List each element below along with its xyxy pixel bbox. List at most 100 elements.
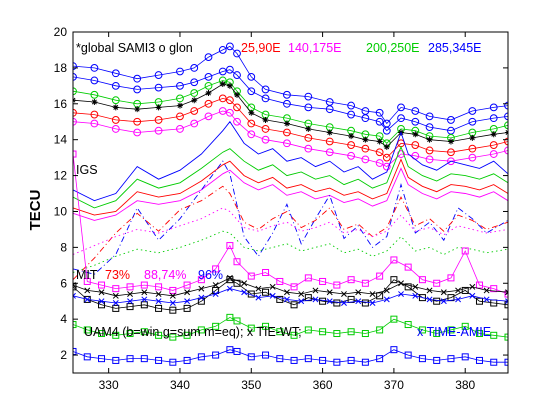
series-14-point-26 (433, 279, 441, 287)
series-14-point-18 (319, 277, 327, 285)
series-16-point-4 (127, 291, 134, 297)
series-14-point-30 (490, 285, 498, 293)
series-17-point-8 (184, 298, 191, 305)
series-0-point-16 (347, 101, 356, 110)
series-0-point-26 (504, 101, 508, 110)
uam4-label: UAM4 (b=win g=sum m=eq); x TIE-WT; (84, 325, 302, 339)
series-5-point-1 (90, 119, 99, 128)
series-18-point-19 (333, 330, 341, 338)
series-1-point-7 (204, 72, 213, 81)
series-4-point-3 (133, 117, 142, 126)
series-15-point-23 (390, 276, 398, 284)
series-19-point-25 (418, 355, 426, 363)
series-4-point-8 (218, 94, 227, 103)
series-3-point-13 (283, 120, 290, 127)
series-18-point-22 (376, 326, 384, 334)
series-19-point-29 (475, 356, 483, 364)
series-19-point-3 (112, 356, 120, 364)
series-19-point-13 (247, 353, 255, 361)
series-2-point-6 (190, 89, 199, 97)
series-17-point-14 (269, 292, 276, 299)
series-4-point-6 (190, 107, 199, 115)
series-19-point-23 (390, 346, 398, 354)
series-0-point-0 (73, 62, 77, 70)
series-14-point-13 (247, 272, 255, 280)
series-15-point-6 (155, 304, 163, 312)
series-16-point-12 (241, 280, 248, 287)
series-0-point-24 (468, 107, 477, 115)
series-16-point-18 (326, 289, 333, 296)
series-5-point-17 (361, 155, 370, 164)
series-3-point-21 (412, 131, 419, 138)
series-4-point-17 (361, 144, 370, 153)
series-16-point-15 (283, 289, 290, 296)
series-15-point-26 (433, 297, 441, 305)
series-14-point-6 (155, 283, 163, 291)
series-1-point-15 (325, 105, 334, 114)
y-tick-label-8: 18 (54, 61, 68, 75)
series-5-point-14 (304, 144, 313, 153)
series-17-point-9 (198, 294, 205, 301)
axes-frame (72, 31, 509, 374)
series-14-point-21 (361, 279, 369, 287)
series-4-point-18 (375, 148, 384, 157)
global-sami3-label: *global SAMI3 o glon (76, 41, 193, 55)
series-17-point-21 (369, 300, 376, 306)
series-19-point-24 (404, 351, 412, 359)
series-0-point-25 (489, 103, 498, 112)
series-15-point-28 (461, 286, 469, 294)
series-line-12 (73, 207, 508, 255)
series-1-point-17 (361, 114, 370, 123)
y-tick-label-3: 8 (60, 240, 67, 254)
series-1-point-19 (382, 126, 391, 135)
series-18-point-5 (140, 328, 148, 336)
series-0-point-23 (447, 116, 455, 124)
series-18-point-27 (447, 326, 455, 334)
series-17-point-0 (73, 292, 76, 299)
series-14-point-28 (461, 247, 469, 255)
annotations: *global SAMI3 o glon 25,90E 140,175E 200,25… (76, 41, 491, 339)
series-17-point-18 (326, 298, 333, 305)
x-tick-label-2: 350 (241, 378, 261, 392)
series-3-point-2 (112, 104, 119, 111)
series-17-point-6 (155, 298, 162, 305)
series-0-point-10 (233, 49, 241, 58)
series-16-point-24 (412, 283, 419, 290)
sector-label-1: 140,175E (288, 41, 342, 55)
series-line-9 (73, 167, 508, 221)
series-18-point-16 (290, 331, 298, 339)
series-17-point-24 (412, 292, 419, 299)
series-5-point-3 (133, 128, 142, 137)
series-3-point-23 (447, 138, 454, 145)
series-16-point-6 (155, 291, 162, 297)
series-3-point-9 (226, 82, 233, 89)
series-18-point-12 (233, 317, 241, 325)
series-line-4 (73, 97, 508, 159)
series-16-point-1 (84, 287, 91, 294)
series-19-point-18 (319, 356, 327, 364)
series-3-point-10 (234, 91, 241, 98)
series-15-point-16 (290, 301, 298, 309)
series-19-point-26 (433, 356, 441, 364)
series-16-point-25 (426, 287, 433, 294)
series-16-point-9 (198, 285, 205, 292)
series-14-point-24 (404, 263, 412, 271)
series-5-point-5 (176, 125, 184, 133)
series-17-point-20 (355, 298, 362, 305)
series-3-point-12 (262, 116, 269, 123)
x-tick-label-1: 340 (170, 378, 190, 392)
series-17-point-1 (84, 296, 91, 303)
series-line-5 (73, 110, 508, 168)
series-19-point-7 (169, 358, 177, 366)
series-16-point-7 (169, 292, 176, 299)
series-15-point-0 (73, 283, 77, 291)
series-16-point-16 (298, 291, 305, 297)
series-14-point-9 (197, 276, 205, 284)
series-16-point-8 (184, 289, 191, 296)
series-4-point-11 (247, 119, 256, 128)
series-4-point-2 (111, 116, 120, 124)
series-15-point-19 (333, 299, 341, 307)
series-18-point-3 (112, 331, 120, 339)
series-1-point-6 (190, 78, 199, 87)
series-line-15 (73, 279, 508, 311)
